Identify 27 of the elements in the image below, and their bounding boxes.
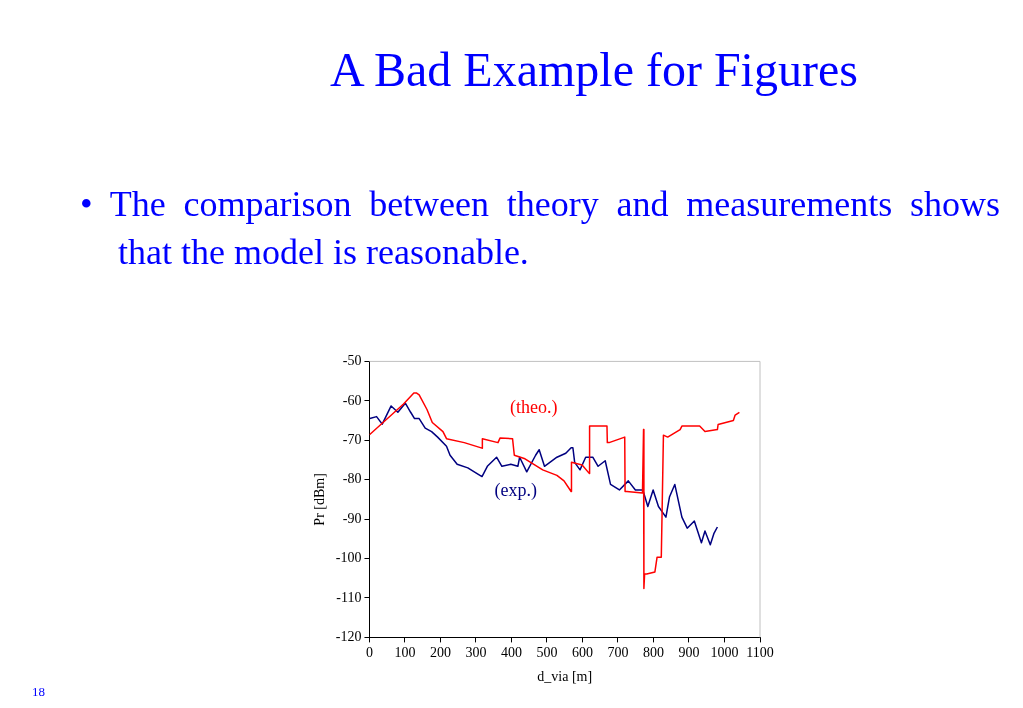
series-label: (theo.) [510,397,558,419]
x-tick-label: 1100 [746,645,774,661]
y-tick-label: -110 [336,589,362,605]
x-tick-label: 600 [571,645,593,661]
y-axis-title: Pr [dBm] [312,473,328,526]
series-label: (exp.) [494,479,537,501]
x-tick-label: 500 [536,645,558,661]
y-tick-label: -80 [342,471,362,487]
y-tick-label: -120 [335,629,362,645]
x-tick-label: 900 [678,645,700,661]
x-tick-label: 400 [500,645,522,661]
y-tick-label: -70 [342,431,362,447]
x-axis-title: d_via [m] [537,669,593,685]
chart-subtitle: • The comparison between theory and measurements shows that the model is reasonable. [80,183,1000,274]
x-tick-label: 1000 [710,645,739,661]
x-tick-label: 100 [394,645,416,661]
x-tick-label: 700 [607,645,629,661]
text: 18 [32,684,45,700]
x-tick-label: 200 [429,645,451,661]
y-tick-label: -100 [335,550,362,566]
x-tick-label: 800 [642,645,664,661]
y-tick-label: -60 [342,392,362,408]
y-tick-label: -90 [342,510,362,526]
y-tick-label: -50 [342,353,362,369]
chart-title: A Bad Example for Figures [330,42,858,97]
x-tick-label: 300 [465,645,487,661]
x-tick-label: 0 [365,645,373,661]
